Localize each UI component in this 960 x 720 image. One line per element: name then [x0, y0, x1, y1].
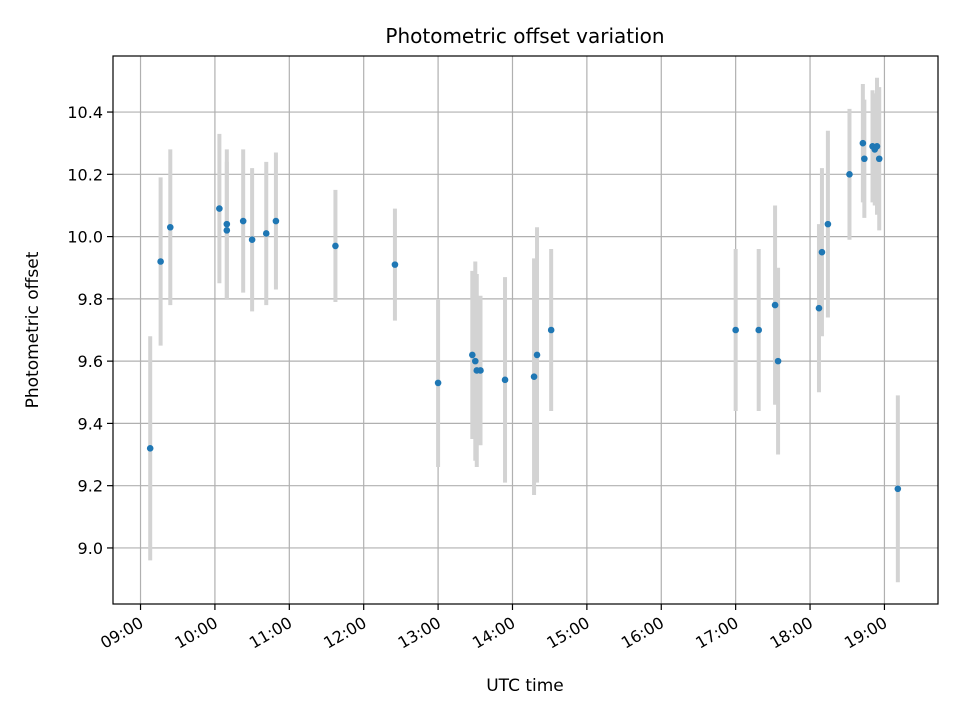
data-point — [146, 445, 154, 452]
data-point — [391, 261, 399, 268]
data-point — [477, 367, 484, 374]
y-tick-label: 9.4 — [78, 414, 103, 433]
x-axis-label: UTC time — [486, 676, 564, 696]
data-point — [875, 155, 883, 163]
data-point — [755, 326, 763, 334]
data-point — [547, 326, 555, 334]
grid — [113, 56, 938, 604]
data-point — [262, 230, 270, 237]
y-tick-label: 9.8 — [78, 290, 103, 309]
y-tick-label: 9.2 — [78, 477, 103, 496]
data-point — [859, 139, 867, 147]
data-point — [824, 220, 832, 228]
data-point — [861, 155, 868, 163]
data-point — [272, 217, 280, 225]
data-point — [501, 376, 509, 384]
data-point — [873, 142, 881, 150]
plot-frame — [112, 55, 939, 605]
data-point — [732, 326, 739, 334]
data-point — [530, 373, 538, 381]
data-point — [434, 379, 442, 387]
data-point — [471, 357, 479, 365]
data-point — [771, 301, 779, 309]
data-point — [157, 258, 164, 265]
y-tick-label: 10.4 — [67, 103, 103, 122]
data-point — [166, 223, 174, 231]
y-axis-label: Photometric offset — [23, 251, 43, 408]
y-axis-ticks: 9.0 9.2 9.4 9.6 9.8 10.0 10.2 10.4 — [67, 103, 113, 558]
data-point — [815, 304, 823, 312]
data-point — [223, 227, 231, 234]
data-point — [216, 205, 223, 212]
data-point — [239, 217, 247, 225]
y-tick-label: 10.0 — [67, 228, 103, 247]
data-point — [223, 220, 231, 228]
data-point — [774, 357, 782, 365]
data-point — [818, 248, 826, 256]
y-tick-label: 9.6 — [78, 352, 103, 371]
data-point — [248, 236, 256, 244]
chart-title: Photometric offset variation — [385, 24, 664, 48]
data-point — [846, 171, 853, 178]
data-point — [469, 351, 476, 359]
y-tick-label: 10.2 — [67, 165, 103, 184]
y-tick-label: 9.0 — [78, 539, 103, 558]
data-point — [332, 242, 339, 250]
data-point — [533, 351, 541, 359]
data-point — [894, 485, 902, 493]
markers — [146, 139, 902, 493]
